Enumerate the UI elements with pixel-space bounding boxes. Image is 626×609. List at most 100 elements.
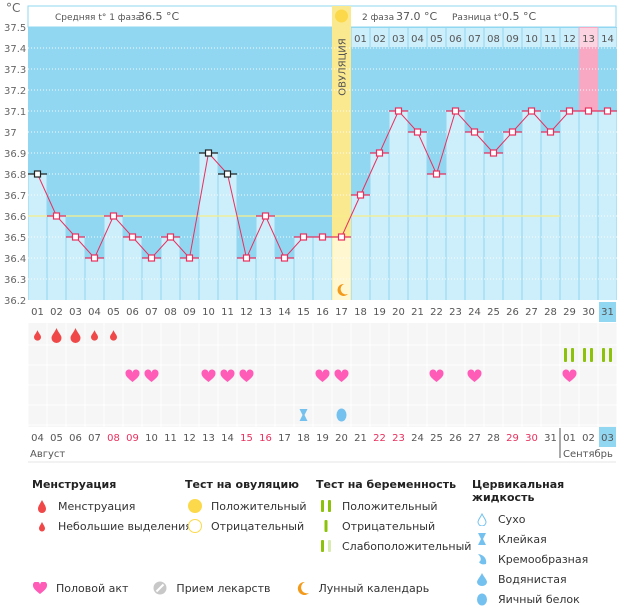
legend-label: Слабоположительный <box>342 539 472 553</box>
x-tick-label: 06 <box>126 307 139 318</box>
legend-item: Сухо <box>472 509 626 529</box>
small-drop-icon <box>91 330 98 341</box>
temperature-bar <box>199 153 218 300</box>
luteal-day-cell <box>579 28 598 47</box>
temperature-bar <box>294 237 313 300</box>
current-day-highlight <box>599 302 616 322</box>
temperature-point <box>71 233 80 241</box>
date-label: 07 <box>88 433 101 444</box>
one-line-icon <box>316 519 336 533</box>
temperature-point <box>527 107 536 115</box>
y-tick-label: 37.2 <box>4 86 26 97</box>
legend-item: Отрицательный <box>185 516 307 536</box>
diff-value: 0.5 °C <box>502 10 536 23</box>
temperature-bar <box>218 174 237 300</box>
date-label: 24 <box>411 433 424 444</box>
date-row: 04 05 06 07 08 09 10 11 12 13 14 15 16 17 18 19 20 21 22 23… <box>28 427 616 463</box>
legend-item: Положительный <box>185 496 307 516</box>
date-label: 09 <box>126 433 139 444</box>
heart-icon <box>429 369 444 382</box>
legend-pregnancy-test: Тест на беременность Положительный Отриц… <box>316 478 471 556</box>
date-label: 28 <box>487 433 500 444</box>
small-drop-icon <box>110 330 117 341</box>
phase2-value: 37.0 °C <box>396 10 437 23</box>
luteal-day-cell <box>370 28 389 47</box>
moon-icon <box>293 581 313 595</box>
legend-label: Отрицательный <box>342 519 436 533</box>
legend-label: Лунный календарь <box>318 581 430 595</box>
date-label: 08 <box>107 433 120 444</box>
phase2-label: 2 фаза <box>362 13 394 23</box>
faint-lines-icon <box>316 539 336 553</box>
x-tick-label: 15 <box>297 307 310 318</box>
x-tick-label: 02 <box>50 307 63 318</box>
x-tick-label: 23 <box>449 307 462 318</box>
legend-label: Клейкая <box>498 532 547 546</box>
legend-label: Отрицательный <box>211 519 305 533</box>
date-label: 15 <box>240 433 253 444</box>
temperature-point <box>337 233 346 241</box>
temperature-point <box>90 254 99 262</box>
luteal-day-label: 04 <box>411 34 424 45</box>
legend-item: Лунный календарь <box>293 578 430 598</box>
luteal-day-label: 08 <box>487 34 500 45</box>
y-tick-label: 36.9 <box>4 149 26 160</box>
x-tick-label: 05 <box>107 307 120 318</box>
date-label: 31 <box>544 433 557 444</box>
legend-label: Яичный белок <box>498 592 580 606</box>
x-tick-label: 22 <box>430 307 443 318</box>
x-tick-label: 28 <box>544 307 557 318</box>
date-label: 02 <box>582 433 595 444</box>
month-label-august: Август <box>30 449 65 460</box>
x-tick-label: 13 <box>259 307 272 318</box>
temperature-point <box>147 254 156 262</box>
creamy-icon <box>472 552 492 566</box>
legend-bottom: Половой акт Прием лекарств Лунный календ… <box>30 578 451 598</box>
date-label: 03 <box>601 433 614 444</box>
x-tick-label: 27 <box>525 307 538 318</box>
legend-label: Положительный <box>211 499 307 513</box>
y-tick-label: 37.4 <box>4 44 26 55</box>
y-tick-label: 36.3 <box>4 275 26 286</box>
watery-drop-icon <box>472 572 492 586</box>
heart-icon <box>144 369 159 382</box>
sticky-icon <box>472 532 492 546</box>
temperature-point <box>565 107 574 115</box>
x-tick-label: 30 <box>582 307 595 318</box>
today-highlight <box>599 427 616 447</box>
small-drop-icon <box>32 521 52 532</box>
luteal-day-cell <box>465 28 484 47</box>
x-tick-label: 19 <box>373 307 386 318</box>
positive-circle-icon <box>185 498 205 514</box>
temperature-bar <box>370 153 389 300</box>
month-label-september: Сентябрь <box>563 449 613 460</box>
x-axis: 01 02 03 04 05 06 07 08 09 10 11 12 13 14 15 16 17 18 19 20… <box>31 302 616 322</box>
temperature-point <box>280 254 289 262</box>
temperature-bar <box>161 237 180 300</box>
legend-label: Небольшие выделения <box>58 519 192 533</box>
luteal-day-label: 06 <box>449 34 462 45</box>
pregnancy-test-line <box>571 348 574 362</box>
temperature-bar <box>332 237 351 300</box>
legend-label: Водянистая <box>498 572 567 586</box>
legend-label: Сухо <box>498 512 526 526</box>
ovulation-label: ОВУЛЯЦИЯ <box>338 38 349 96</box>
luteal-day-cell <box>598 28 617 47</box>
x-tick-label: 09 <box>183 307 196 318</box>
temperature-point <box>489 149 498 157</box>
ovulation-test-positive-icon <box>335 9 348 23</box>
temperature-point <box>584 107 593 115</box>
date-label: 18 <box>297 433 310 444</box>
temperature-bar <box>180 258 199 300</box>
pregnancy-test-line <box>564 348 567 362</box>
y-unit-label: °C <box>6 1 20 15</box>
temperature-bar <box>237 258 256 300</box>
sticky-icon <box>299 409 308 421</box>
temperature-bar <box>579 111 598 300</box>
x-tick-label: 01 <box>31 307 44 318</box>
luteal-day-label: 01 <box>354 34 367 45</box>
heart-icon <box>334 369 349 382</box>
date-label: 27 <box>468 433 481 444</box>
temperature-bar <box>66 237 85 300</box>
temperature-point <box>356 191 365 199</box>
